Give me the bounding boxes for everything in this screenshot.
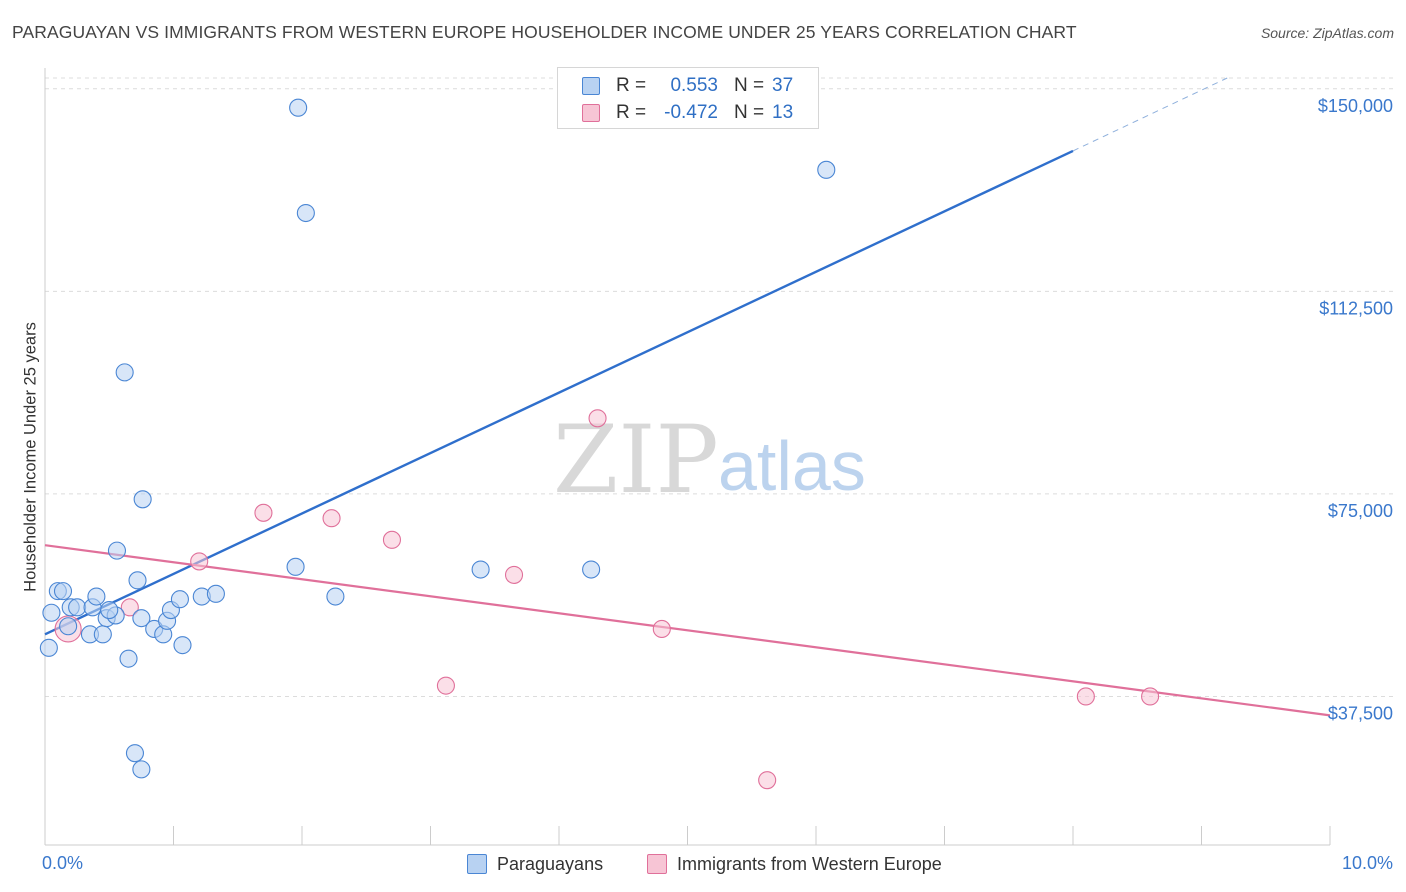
- legend-n-value: 13: [772, 102, 794, 123]
- legend-n-value: 37: [772, 75, 794, 96]
- legend-swatch-blue: [582, 77, 600, 95]
- point-western-europe: [504, 565, 524, 584]
- point-western-europe: [1076, 687, 1095, 706]
- trend-line-paraguayans: [44, 149, 1074, 636]
- watermark-zip: ZIP: [553, 406, 719, 515]
- tick-labels: $37,500 $75,000 $112,500 $150,000 0.0% 10.0%: [42, 96, 1393, 873]
- legend-r-value: 0.553: [670, 75, 718, 96]
- point-paraguayans: [133, 490, 152, 509]
- point-paraguayans: [286, 557, 305, 576]
- data-points: [39, 98, 1160, 790]
- legend-r-label: R =: [616, 75, 647, 96]
- point-western-europe: [190, 552, 209, 571]
- point-paraguayans: [582, 560, 601, 579]
- point-paraguayans: [817, 160, 836, 179]
- trend-lines: [44, 77, 1331, 717]
- watermark-atlas: atlas: [718, 427, 866, 505]
- point-paraguayans: [128, 571, 147, 590]
- point-western-europe: [652, 619, 671, 638]
- point-paraguayans: [206, 584, 225, 603]
- point-western-europe: [382, 530, 402, 549]
- chart-title: PARAGUAYAN VS IMMIGRANTS FROM WESTERN EU…: [12, 22, 1077, 42]
- point-western-europe: [436, 676, 455, 695]
- legend-swatch-pink: [647, 854, 667, 874]
- point-paraguayans: [119, 649, 138, 668]
- y-tick-label: $37,500: [1328, 703, 1393, 723]
- point-western-europe: [254, 503, 273, 522]
- point-paraguayans: [42, 603, 61, 622]
- point-paraguayans: [173, 636, 192, 655]
- legend-n-label: N =: [734, 102, 765, 123]
- point-paraguayans: [132, 609, 151, 628]
- point-paraguayans: [471, 560, 490, 579]
- gridlines: [45, 77, 1395, 697]
- legend-r-value: -0.472: [664, 102, 718, 123]
- point-paraguayans: [87, 587, 106, 606]
- x-tick-label: 10.0%: [1342, 853, 1393, 873]
- point-paraguayans: [170, 590, 189, 609]
- point-paraguayans: [100, 600, 119, 620]
- point-paraguayans: [132, 760, 151, 779]
- legend-n-label: N =: [734, 75, 765, 96]
- point-western-europe: [758, 771, 777, 790]
- y-tick-label: $150,000: [1318, 96, 1393, 116]
- point-paraguayans: [115, 363, 134, 382]
- point-paraguayans: [326, 587, 345, 606]
- point-western-europe: [322, 509, 341, 528]
- point-paraguayans: [125, 744, 144, 763]
- x-tick-label: 0.0%: [42, 853, 83, 873]
- point-western-europe: [120, 598, 139, 617]
- point-paraguayans: [296, 203, 315, 223]
- legend-swatch-pink: [582, 104, 600, 122]
- chart-source: Source: ZipAtlas.com: [1260, 25, 1394, 41]
- trend-line-western-europe: [44, 544, 1331, 717]
- point-paraguayans: [93, 625, 112, 644]
- point-paraguayans: [289, 98, 308, 117]
- legend-swatch-blue: [467, 854, 487, 874]
- legend-r-label: R =: [616, 102, 647, 123]
- point-paraguayans: [39, 638, 58, 657]
- series-legend: Paraguayans Immigrants from Western Euro…: [0, 851, 1406, 877]
- legend-label-western-europe: Immigrants from Western Europe: [677, 854, 942, 874]
- legend-row-western-europe: R = -0.472 N = 13: [558, 100, 818, 126]
- point-paraguayans: [53, 582, 73, 601]
- point-western-europe: [1141, 687, 1160, 706]
- watermark: ZIP atlas: [553, 406, 866, 515]
- point-paraguayans: [68, 598, 87, 617]
- point-paraguayans: [59, 617, 78, 636]
- point-western-europe: [588, 409, 607, 428]
- legend-label-paraguayans: Paraguayans: [497, 854, 604, 874]
- legend-row-paraguayans: R = 0.553 N = 37: [558, 73, 818, 99]
- axes: [44, 68, 1331, 846]
- stats-legend: R = 0.553 N = 37 R = -0.472 N = 13: [557, 67, 819, 129]
- y-tick-label: $112,500: [1319, 298, 1393, 318]
- y-tick-label: $75,000: [1328, 501, 1393, 521]
- point-paraguayans: [107, 541, 127, 560]
